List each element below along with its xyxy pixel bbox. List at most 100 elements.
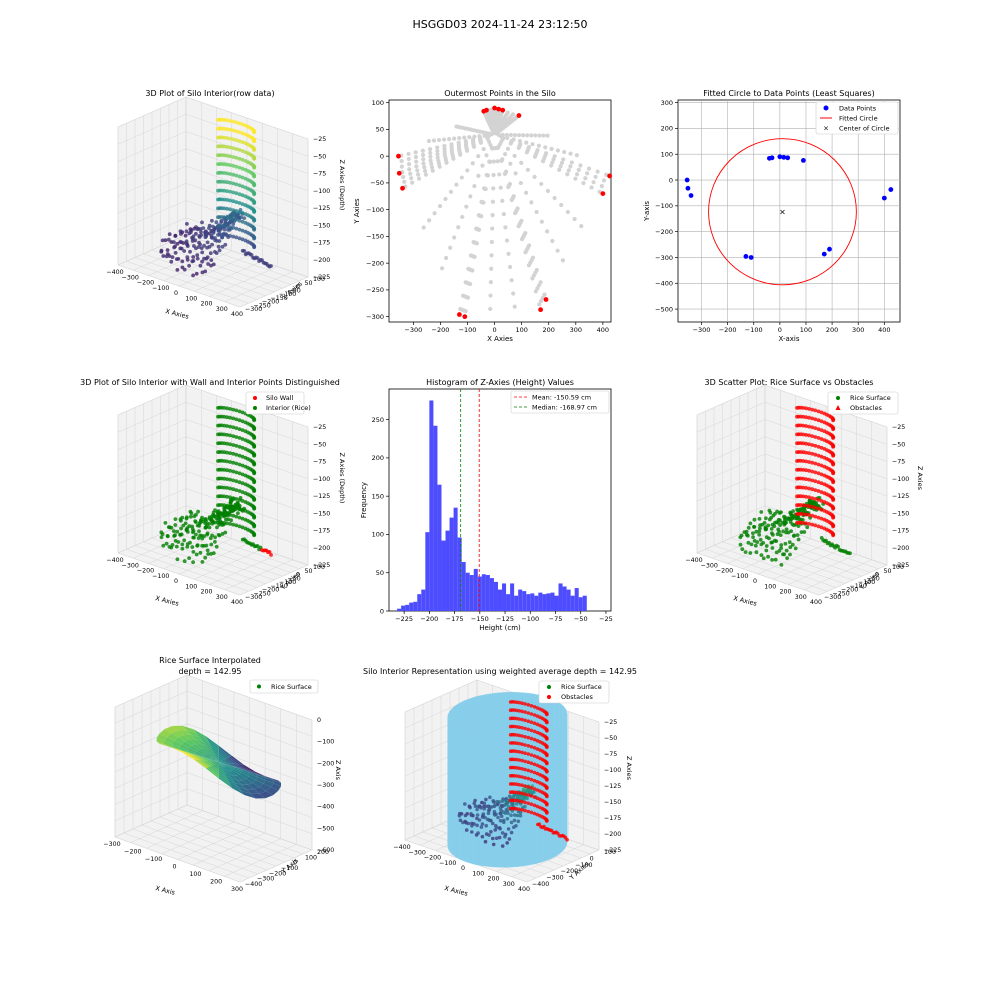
- p5-xtick-label: −75: [549, 615, 563, 623]
- panel-silo-interior-representation: Silo Interior Representation using weigh…: [363, 667, 637, 898]
- p2-point: [565, 209, 571, 215]
- p7-surface-patch: [212, 764, 219, 771]
- p1-xtick-label: −400: [106, 269, 123, 276]
- p3-fitted-circle: [708, 138, 857, 286]
- p6-point: [822, 509, 827, 513]
- p5-bar: [578, 597, 583, 611]
- p8-point: [526, 727, 531, 732]
- p3-ytick-label: −300: [655, 254, 673, 262]
- p2-point: [589, 185, 594, 190]
- p2-point: [488, 306, 493, 312]
- p1-point: [191, 273, 196, 278]
- p1-point: [243, 221, 248, 225]
- p6-point: [816, 498, 821, 502]
- p6-ztick-label: −200: [892, 545, 909, 552]
- p6-point: [807, 495, 811, 500]
- p7-surface-patch: [191, 734, 203, 742]
- p8-point: [498, 818, 503, 823]
- p7-surface-patch: [187, 750, 196, 755]
- p1-point: [223, 242, 228, 247]
- p7-surface-patch: [218, 772, 229, 782]
- p5-bar: [506, 594, 511, 611]
- p6-point: [757, 529, 762, 534]
- p5-bar: [401, 605, 406, 611]
- p4-title: 3D Plot of Silo Interior with Wall and I…: [80, 378, 340, 387]
- p6-point: [822, 464, 827, 469]
- p7-surface-patch: [220, 760, 226, 763]
- p1-point: [231, 128, 236, 133]
- p8-point: [535, 755, 540, 759]
- p2-point: [572, 216, 577, 222]
- p2-ytick-label: −200: [366, 259, 384, 267]
- p1-point: [174, 257, 179, 261]
- p2-point: [488, 293, 493, 298]
- p6-point: [769, 527, 774, 531]
- p2-point: [489, 239, 494, 245]
- p6-ztick-label: −50: [892, 441, 905, 448]
- p1-xtick-label: −200: [137, 280, 154, 287]
- p7-surface-patch: [207, 739, 219, 750]
- p6-point: [810, 505, 815, 509]
- p8-point: [526, 752, 531, 756]
- p5-bar: [566, 589, 571, 611]
- p5-bar: [518, 589, 523, 611]
- p4-point: [164, 541, 169, 546]
- p4-point: [243, 455, 248, 460]
- p7-surface-patch: [181, 741, 192, 748]
- p6-point: [783, 521, 788, 526]
- p2-point: [568, 164, 573, 169]
- p6-point: [758, 526, 762, 531]
- p2-point: [552, 154, 557, 159]
- p7-surface-patch: [207, 753, 215, 758]
- p6-grid: [696, 436, 766, 467]
- p7-surface-patch: [186, 730, 200, 738]
- p8-legend-marker-obstacles: [547, 695, 551, 699]
- p8-point: [499, 814, 504, 818]
- p7-surface-patch: [218, 762, 227, 767]
- p8-point: [520, 709, 524, 714]
- p2-point: [512, 153, 517, 158]
- p6-point: [771, 533, 775, 537]
- p4-point: [216, 467, 220, 472]
- p2-point: [515, 206, 520, 211]
- p2-point: [511, 137, 516, 142]
- p1-point: [195, 256, 200, 261]
- p2-point: [416, 176, 422, 181]
- p1-point: [240, 184, 245, 189]
- p8-point: [532, 778, 537, 783]
- p4-xtick-label: 200: [200, 589, 212, 596]
- p2-point: [585, 171, 590, 176]
- p6-point: [788, 552, 792, 557]
- p1-point: [237, 156, 242, 161]
- p8-point: [529, 753, 534, 757]
- p7-ztick-label: −600: [317, 847, 334, 854]
- p8-point: [508, 790, 513, 794]
- p1-point: [225, 206, 229, 211]
- p8-point: [520, 808, 524, 812]
- p7-surface-patch: [178, 735, 190, 742]
- p6-point: [819, 410, 824, 415]
- p6-grid: [713, 545, 837, 588]
- p7-surface-patch: [174, 737, 185, 745]
- p6-point: [743, 550, 748, 554]
- p7-surface-patch: [209, 753, 216, 758]
- p7-surface-patch: [228, 781, 242, 791]
- p7-surface-patch: [215, 758, 219, 763]
- p8-ztick-label: −200: [604, 831, 621, 838]
- p6-point: [777, 549, 782, 553]
- p4-ytick-label: 50: [305, 568, 313, 575]
- p6-point: [810, 451, 815, 456]
- p4-point: [240, 481, 245, 486]
- p7-grid: [186, 804, 313, 851]
- p6-xtick-label: −300: [701, 562, 718, 569]
- p6-point: [807, 442, 811, 447]
- p4-grid: [117, 522, 187, 554]
- p3-ytick-label: 100: [661, 151, 673, 159]
- p8-point: [491, 836, 495, 841]
- p2-point: [462, 135, 467, 140]
- p7-surface-patch: [218, 751, 227, 759]
- p1-point: [269, 264, 273, 268]
- p1-point: [231, 146, 236, 151]
- p8-point: [508, 724, 513, 729]
- p7-surface-patch: [228, 756, 242, 765]
